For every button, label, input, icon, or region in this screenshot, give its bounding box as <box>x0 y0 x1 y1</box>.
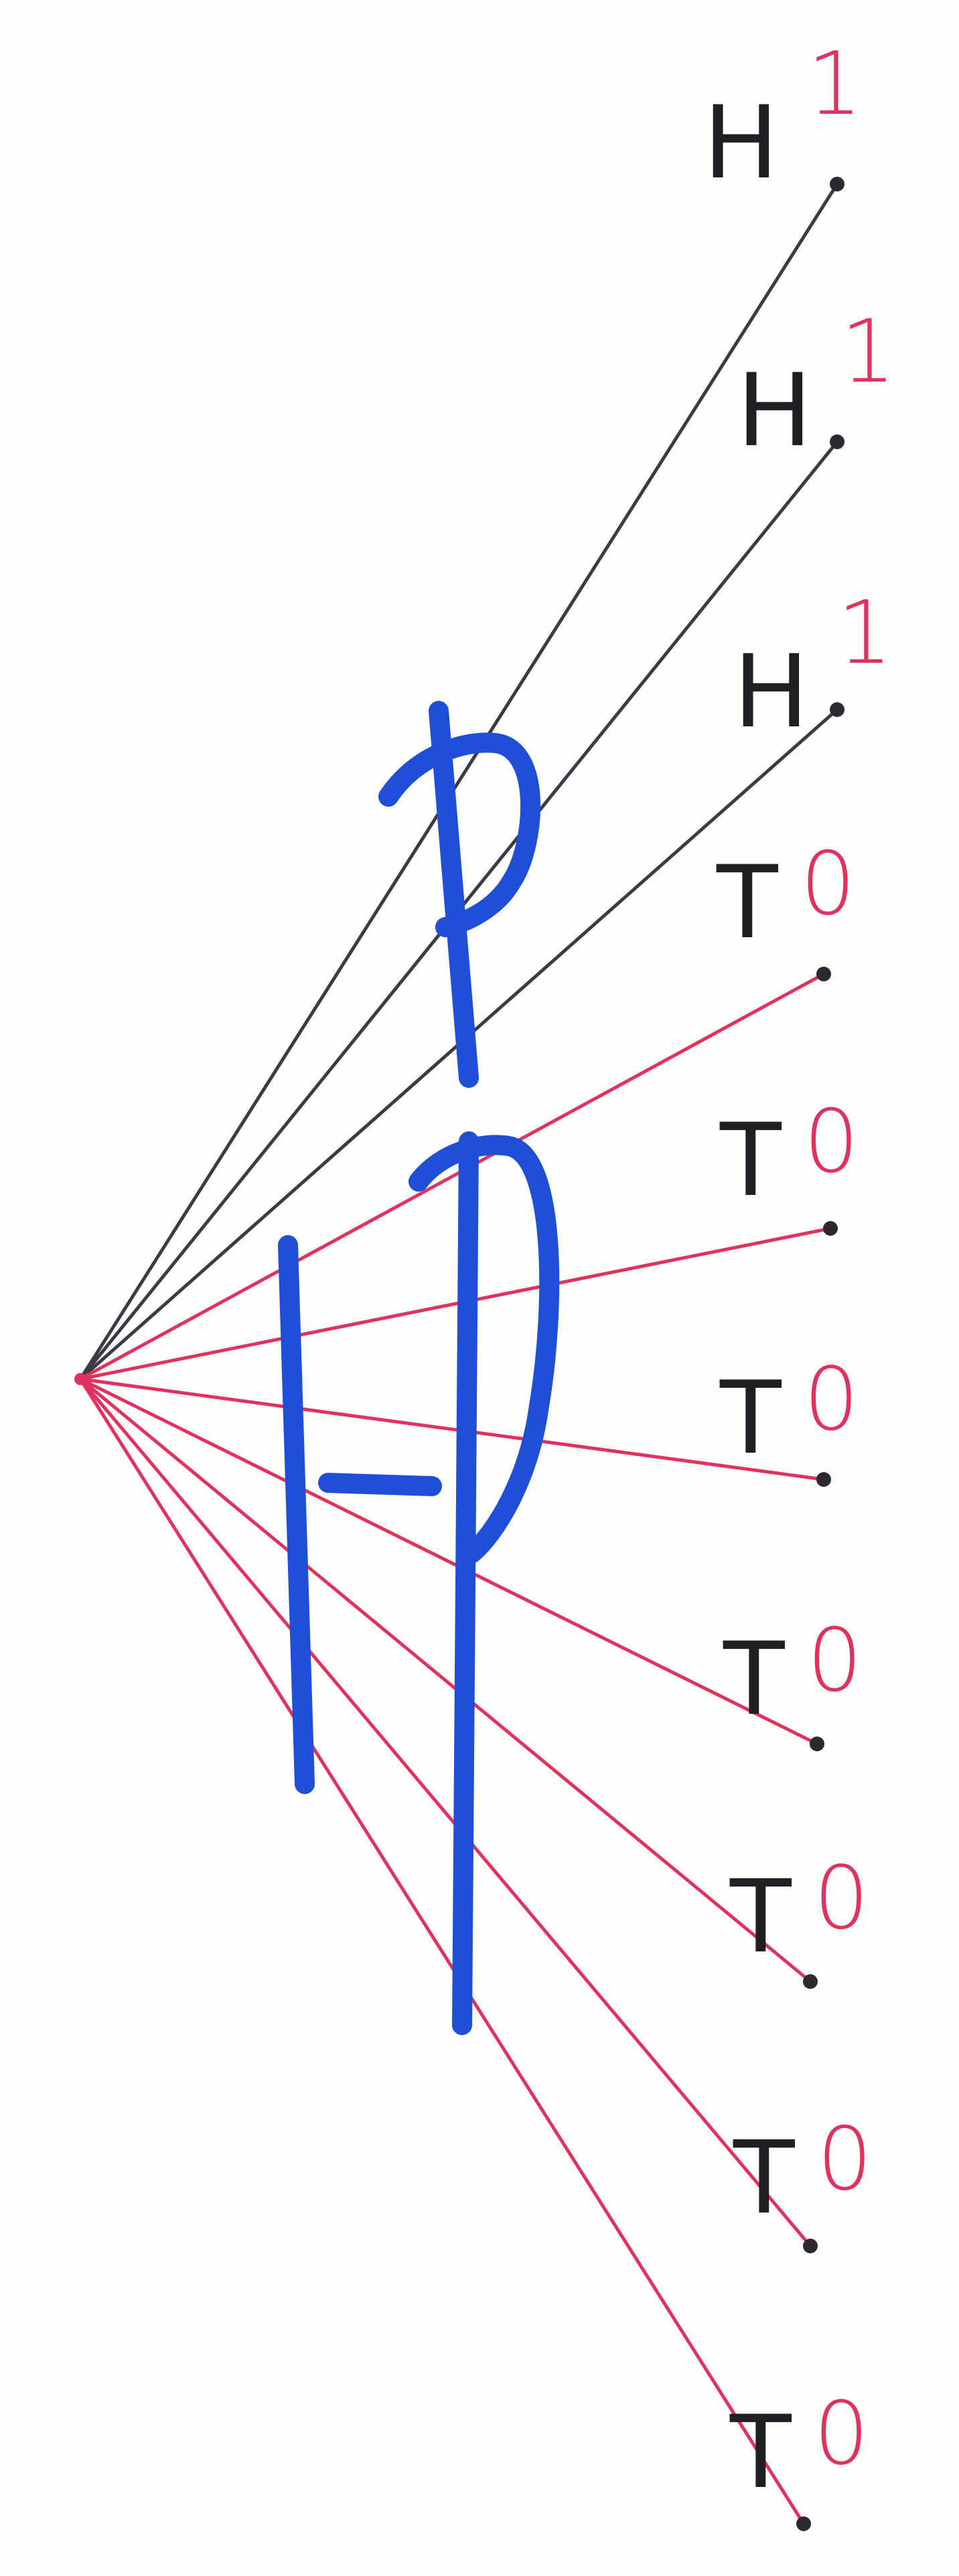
outcome-value-2: 1 <box>840 301 896 402</box>
outcome-letter-1: H <box>703 85 779 202</box>
branch-tip-dot-4 <box>816 967 831 981</box>
outcome-value-4: 0 <box>800 833 856 935</box>
branch-line-1 <box>78 182 839 1381</box>
outcome-value-1: 1 <box>807 33 863 135</box>
outcome-letter-3: H <box>733 634 809 750</box>
branch-tip-dot-8 <box>803 1974 818 1989</box>
branch-tip-dot-1 <box>830 177 844 191</box>
tails-minus-glyph <box>318 1473 442 1496</box>
outcome-value-8: 0 <box>814 1847 869 1949</box>
outcome-letter-8: T <box>729 1859 792 1976</box>
branch-line-4 <box>78 972 826 1381</box>
outcome-letter-9: T <box>733 2120 796 2237</box>
branch-line-10 <box>78 1377 806 2526</box>
branch-line-5 <box>78 1226 832 1381</box>
outcome-value-5: 0 <box>804 1091 859 1192</box>
outcome-letter-5: T <box>719 1103 782 1219</box>
branch-tip-dot-7 <box>810 1737 824 1751</box>
branch-tip-dot-5 <box>823 1221 838 1236</box>
outcome-value-10: 0 <box>814 2383 869 2484</box>
branch-tip-dot-2 <box>830 434 844 449</box>
branch-line-9 <box>78 1377 812 2248</box>
branch-tip-dot-10 <box>796 2516 811 2531</box>
heads-p-glyph <box>378 701 541 1088</box>
tails-p-glyph <box>409 1131 560 2035</box>
branch-tip-dot-6 <box>816 1472 831 1487</box>
branch-tip-dot-9 <box>803 2239 818 2253</box>
outcome-value-6: 0 <box>804 1348 859 1450</box>
branch-line-7 <box>78 1377 819 1746</box>
root-node <box>74 1373 86 1385</box>
outcome-letter-2: H <box>737 353 812 469</box>
outcome-value-7: 0 <box>807 1609 863 1711</box>
outcome-letter-4: T <box>716 845 779 961</box>
branch-lines <box>74 182 839 2526</box>
tails-one-glyph <box>278 1235 315 1794</box>
tails-probability-annotation: 1-p <box>278 1131 560 2035</box>
branch-tip-dot-3 <box>830 702 844 717</box>
outcome-letter-6: T <box>719 1360 782 1477</box>
outcome-value-3: 1 <box>837 582 893 683</box>
outcome-letter-10: T <box>729 2395 792 2511</box>
heads-probability-annotation: p <box>378 701 541 1088</box>
outcome-value-9: 0 <box>817 2108 873 2210</box>
branch-line-6 <box>78 1377 826 1481</box>
branch-line-8 <box>78 1377 812 1984</box>
outcome-letter-7: T <box>723 1621 786 1738</box>
